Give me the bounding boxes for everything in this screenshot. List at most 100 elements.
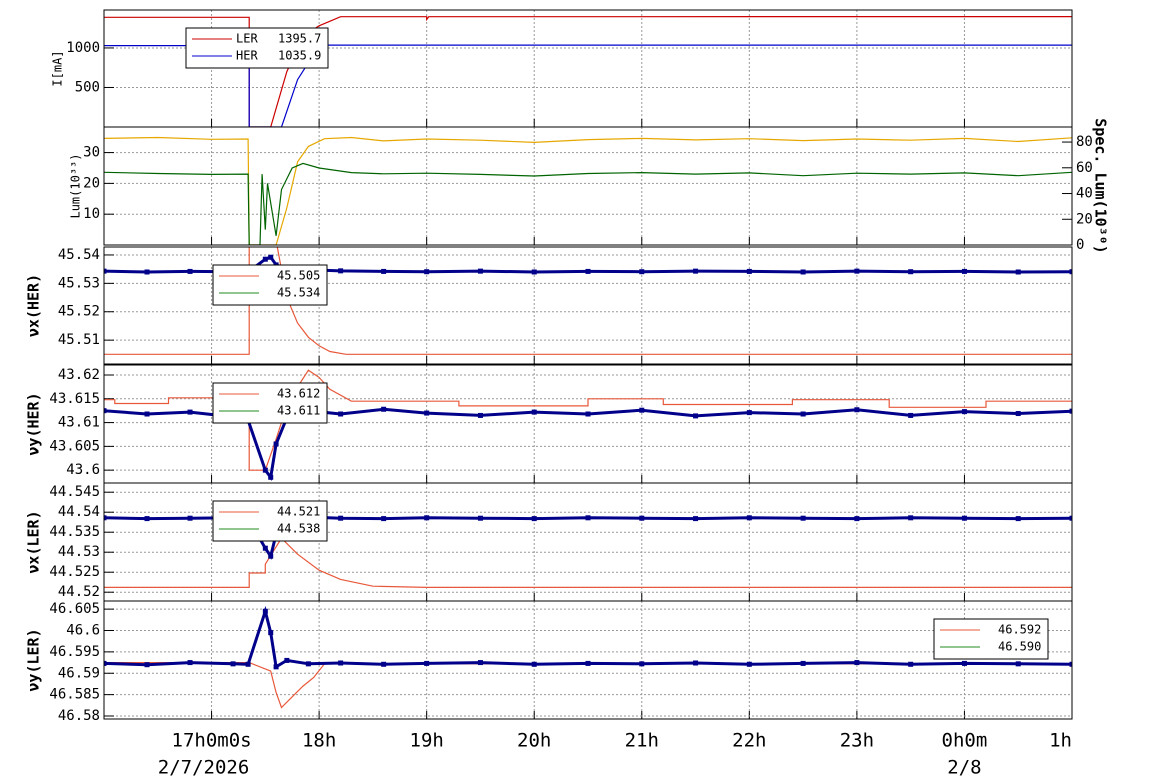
line bbox=[104, 662, 1072, 709]
y2-tick-label: 60 bbox=[1076, 160, 1093, 176]
marker bbox=[800, 515, 806, 521]
marker bbox=[268, 254, 274, 260]
marker bbox=[424, 660, 430, 666]
date-label: 2/7/2026 bbox=[158, 757, 250, 779]
marker bbox=[268, 630, 274, 636]
y-tick-label: 43.615 bbox=[49, 391, 100, 407]
x-tick-label: 1h bbox=[1049, 730, 1072, 752]
y2-tick-label: 40 bbox=[1076, 186, 1093, 202]
y-axis-label: νy(LER) bbox=[25, 628, 43, 691]
marker bbox=[1069, 661, 1072, 667]
marker bbox=[639, 661, 645, 667]
y2-tick-label: 20 bbox=[1076, 211, 1093, 227]
x-tick-label: 18h bbox=[302, 730, 336, 752]
marker bbox=[585, 660, 591, 666]
marker bbox=[693, 516, 699, 522]
x-tick-label: 23h bbox=[840, 730, 874, 752]
marker bbox=[338, 268, 344, 274]
marker bbox=[273, 441, 279, 447]
marker bbox=[424, 269, 430, 275]
marker bbox=[854, 407, 860, 413]
marker bbox=[477, 660, 483, 666]
marker bbox=[262, 608, 268, 614]
marker bbox=[338, 515, 344, 521]
legend-label: 44.538 bbox=[277, 522, 320, 536]
marker bbox=[305, 661, 311, 667]
marker bbox=[639, 515, 645, 521]
marker bbox=[585, 411, 591, 417]
marker bbox=[693, 660, 699, 666]
date-label: 2/8 bbox=[947, 757, 981, 779]
y-axis-label: νy(HER) bbox=[25, 392, 43, 455]
legend-label: 43.611 bbox=[277, 404, 320, 418]
marker bbox=[800, 269, 806, 275]
legend-label: 43.612 bbox=[277, 387, 320, 401]
y-tick-label: 30 bbox=[83, 145, 100, 161]
legend-value: 1395.7 bbox=[278, 32, 321, 46]
marker bbox=[693, 413, 699, 419]
marker bbox=[1015, 269, 1021, 275]
y-tick-label: 46.605 bbox=[49, 601, 100, 617]
frame bbox=[103, 126, 1073, 246]
marker bbox=[268, 474, 274, 480]
marker bbox=[104, 268, 107, 274]
marker bbox=[1069, 269, 1072, 275]
marker bbox=[531, 269, 537, 275]
y-tick-label: 44.54 bbox=[58, 504, 100, 520]
x-tick-label: 20h bbox=[517, 730, 551, 752]
marker bbox=[144, 411, 150, 417]
marker bbox=[961, 409, 967, 415]
marker bbox=[1015, 411, 1021, 417]
line bbox=[104, 369, 1072, 471]
frame bbox=[103, 600, 1073, 720]
line bbox=[104, 136, 1072, 245]
y-tick-label: 43.6 bbox=[66, 462, 100, 478]
legend-label: 45.534 bbox=[277, 286, 320, 300]
x-tick-label: 22h bbox=[732, 730, 766, 752]
marker bbox=[961, 268, 967, 274]
x-tick-label: 19h bbox=[410, 730, 444, 752]
y-tick-label: 44.525 bbox=[49, 564, 100, 580]
legend-box bbox=[212, 264, 328, 306]
marker bbox=[284, 657, 290, 663]
x-tick-label: 21h bbox=[625, 730, 659, 752]
marker bbox=[1069, 515, 1072, 521]
marker bbox=[908, 515, 914, 521]
line bbox=[104, 247, 1072, 355]
marker bbox=[477, 268, 483, 274]
x-tick-label: 0h0m bbox=[942, 730, 988, 752]
y2-tick-label: 0 bbox=[1076, 237, 1084, 253]
y-tick-label: 500 bbox=[75, 79, 100, 95]
marker bbox=[338, 411, 344, 417]
legend-label: 46.590 bbox=[998, 640, 1041, 654]
marker bbox=[908, 661, 914, 667]
plot-area bbox=[104, 136, 1072, 245]
y-tick-label: 44.535 bbox=[49, 524, 100, 540]
marker bbox=[262, 256, 268, 262]
marker bbox=[639, 269, 645, 275]
y2-axis-label: Spec. Lum(10³⁰) bbox=[1092, 118, 1110, 253]
y2-tick-label: 80 bbox=[1076, 134, 1093, 150]
marker bbox=[800, 411, 806, 417]
legend-value: 1035.9 bbox=[278, 49, 321, 63]
marker bbox=[477, 515, 483, 521]
marker bbox=[693, 268, 699, 274]
marker bbox=[961, 660, 967, 666]
marker bbox=[381, 661, 387, 667]
marker bbox=[531, 516, 537, 522]
y-tick-label: 45.54 bbox=[58, 247, 100, 263]
marker bbox=[230, 661, 236, 667]
x-tick-label: 17h0m0s bbox=[172, 730, 252, 752]
y-tick-label: 20 bbox=[83, 175, 100, 191]
marker bbox=[144, 516, 150, 522]
marker bbox=[187, 515, 193, 521]
marker bbox=[585, 515, 591, 521]
legend-box bbox=[212, 500, 328, 542]
y-axis-label: Lum(10³³) bbox=[69, 153, 83, 218]
marker bbox=[746, 661, 752, 667]
marker bbox=[262, 545, 268, 551]
y-axis-label: νx(HER) bbox=[25, 274, 43, 337]
y-tick-label: 45.52 bbox=[58, 304, 100, 320]
y-tick-label: 43.61 bbox=[58, 415, 100, 431]
y-tick-label: 44.52 bbox=[58, 584, 100, 600]
